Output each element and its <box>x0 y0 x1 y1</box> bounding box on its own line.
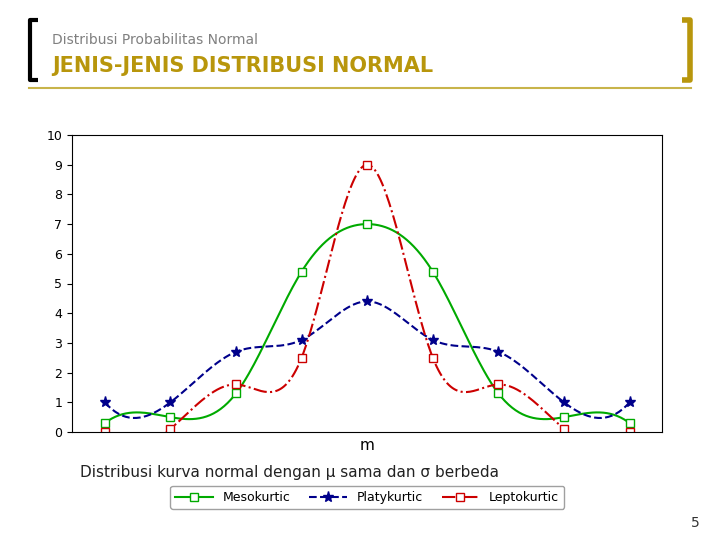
Text: Distribusi Probabilitas Normal: Distribusi Probabilitas Normal <box>52 33 258 47</box>
X-axis label: m: m <box>360 437 374 453</box>
Text: JENIS-JENIS DISTRIBUSI NORMAL: JENIS-JENIS DISTRIBUSI NORMAL <box>52 56 433 76</box>
Legend: Mesokurtic, Platykurtic, Leptokurtic: Mesokurtic, Platykurtic, Leptokurtic <box>170 486 564 509</box>
Text: 5: 5 <box>691 516 700 530</box>
Text: Distribusi kurva normal dengan μ sama dan σ berbeda: Distribusi kurva normal dengan μ sama da… <box>80 464 499 480</box>
